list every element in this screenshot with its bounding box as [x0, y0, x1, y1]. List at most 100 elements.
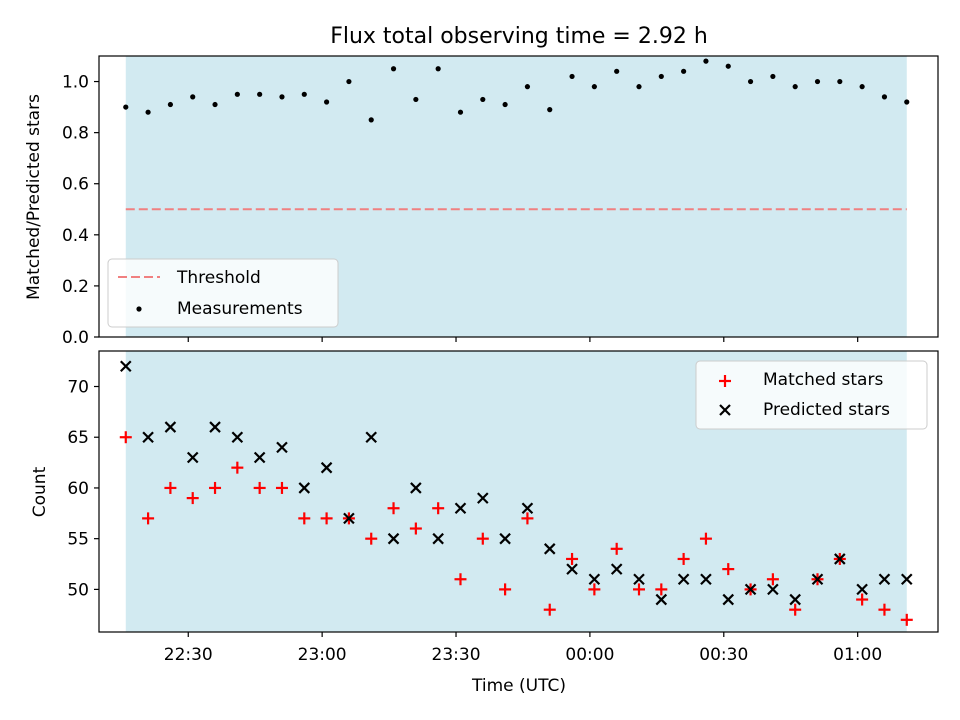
measurement-point — [324, 99, 330, 105]
measurement-point — [123, 104, 129, 110]
y-tick-label: 0.4 — [62, 226, 89, 246]
measurement-point — [547, 107, 553, 113]
predicted-star-point — [387, 532, 400, 545]
matched-star-point — [320, 512, 333, 525]
measurement-point — [502, 101, 508, 108]
measurement-point — [167, 101, 174, 108]
predicted-star-point — [767, 583, 779, 596]
measurement-point — [814, 78, 821, 85]
legend-predicted-swatch — [719, 404, 731, 416]
measurement-point — [837, 78, 843, 85]
measurement-point — [480, 96, 486, 103]
predicted-star-point — [142, 431, 154, 444]
predicted-star-point — [610, 563, 623, 575]
matched-star-point — [409, 522, 422, 535]
predicted-star-point — [477, 492, 489, 504]
matched-star-point — [900, 613, 913, 626]
matched-star-point — [677, 552, 690, 565]
y-tick-label: 70 — [67, 378, 89, 398]
matched-star-point — [432, 502, 445, 515]
measurement-point — [413, 96, 419, 103]
matched-star-point — [699, 532, 712, 545]
matched-star-point — [454, 573, 467, 586]
matched-star-point — [186, 492, 199, 505]
matched-star-point — [476, 532, 489, 545]
predicted-star-point — [343, 512, 355, 525]
matched-star-point — [789, 603, 802, 616]
measurement-point — [725, 63, 731, 69]
matched-star-point — [164, 481, 177, 494]
predicted-star-point — [878, 573, 891, 586]
matched-star-point — [543, 603, 556, 616]
measurement-point — [190, 94, 196, 100]
matched-star-point — [566, 552, 579, 565]
predicted-star-point — [164, 421, 177, 433]
legend-threshold-label: Threshold — [176, 268, 261, 288]
matched-star-point — [766, 573, 779, 586]
predicted-star-point — [320, 461, 333, 474]
predicted-star-point — [811, 573, 824, 586]
legend-matched-swatch — [719, 375, 731, 387]
bottom-x-axis-ticks: 22:30 23:00 23:30 00:00 00:30 01:00 — [164, 632, 882, 665]
measurement-point — [569, 73, 575, 80]
measurement-point — [457, 109, 464, 115]
x-axis-label: Time (UTC) — [471, 676, 566, 696]
measurement-point — [747, 78, 754, 85]
x-tick-label: 00:00 — [565, 645, 614, 665]
matched-star-point — [275, 481, 288, 494]
predicted-star-point — [253, 451, 266, 464]
measurement-point — [524, 84, 531, 90]
chart-title: Flux total observing time = 2.92 h — [330, 24, 708, 49]
top-y-axis-label: Matched/Predicted stars — [24, 94, 44, 300]
measurement-point — [792, 84, 798, 90]
predicted-star-point — [432, 532, 444, 545]
predicted-star-point — [543, 543, 556, 555]
top-legend: Threshold Measurements — [107, 258, 339, 328]
predicted-star-point — [856, 583, 868, 596]
matched-star-point — [253, 481, 266, 494]
measurement-point — [435, 66, 441, 72]
measurement-point — [390, 66, 397, 72]
matched-star-point — [655, 583, 668, 596]
predicted-star-point — [119, 360, 132, 372]
bottom-legend-box — [695, 360, 928, 430]
predicted-star-point — [454, 502, 467, 515]
matched-star-point — [209, 481, 222, 494]
top-legend-box — [107, 258, 339, 328]
predicted-star-point — [655, 593, 668, 606]
predicted-star-point — [499, 532, 511, 545]
predicted-star-point — [276, 441, 288, 454]
bottom-y-axis-label: Count — [30, 466, 50, 517]
predicted-star-point — [365, 431, 378, 444]
x-tick-label: 00:30 — [699, 645, 748, 665]
legend-measurements-swatch — [136, 306, 142, 312]
matched-star-point — [722, 563, 735, 576]
matched-star-point — [142, 512, 155, 525]
predicted-star-point — [834, 553, 846, 565]
bottom-legend: Matched stars Predicted stars — [695, 360, 928, 430]
y-tick-label: 55 — [67, 530, 89, 550]
legend-matched-label: Matched stars — [763, 370, 883, 390]
matched-star-point — [499, 583, 512, 596]
matched-star-point — [632, 583, 645, 596]
measurement-point — [614, 68, 620, 74]
measurement-point — [368, 117, 374, 123]
top-panel: 0.0 0.2 0.4 0.6 0.8 1.0 Flux total observing … — [24, 24, 939, 348]
measurement-point — [636, 84, 642, 90]
y-tick-label: 0.2 — [62, 277, 89, 297]
measurement-point — [904, 99, 910, 105]
top-y-axis-ticks: 0.0 0.2 0.4 0.6 0.8 1.0 — [62, 73, 99, 348]
y-tick-label: 50 — [67, 580, 89, 600]
y-tick-label: 0.6 — [62, 175, 89, 195]
matched-star-point — [119, 431, 132, 444]
measurement-point — [346, 78, 352, 85]
predicted-star-point — [744, 583, 757, 596]
predicted-star-point — [231, 431, 244, 444]
measurement-point — [658, 73, 664, 80]
x-tick-label: 23:30 — [432, 645, 481, 665]
predicted-star-point — [677, 573, 690, 586]
predicted-stars-points — [119, 360, 913, 606]
bottom-y-axis-ticks: 50 55 60 65 70 — [67, 378, 99, 600]
x-tick-label: 01:00 — [833, 645, 882, 665]
predicted-star-point — [722, 593, 735, 606]
